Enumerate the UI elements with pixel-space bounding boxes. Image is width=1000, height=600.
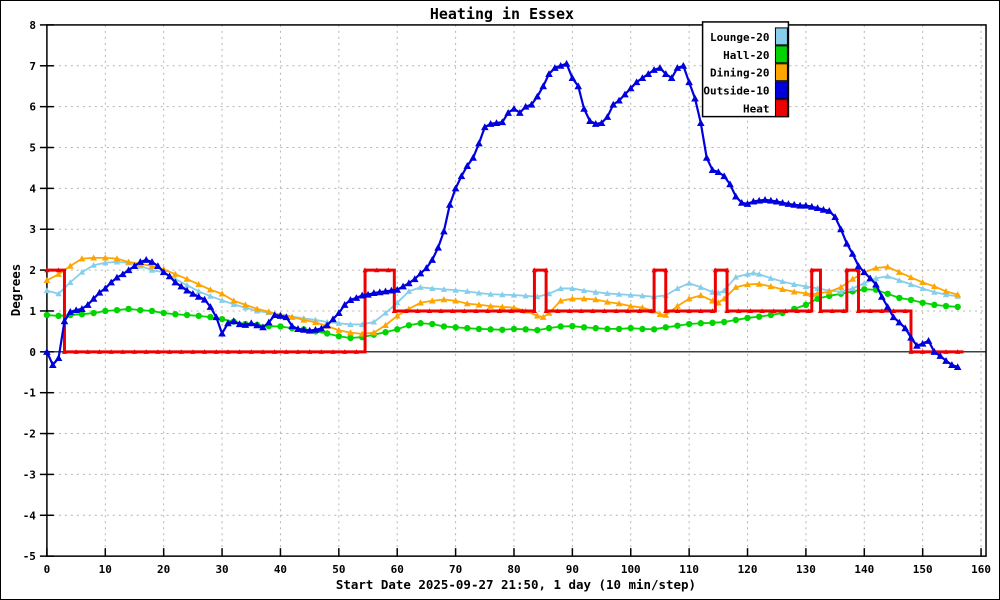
x-axis-label: Start Date 2025-09-27 21:50, 1 day (10 m… [336,577,696,592]
chart-title: Heating in Essex [430,5,574,23]
x-tick-label: 120 [738,563,758,576]
x-tick-label: 160 [971,563,991,576]
x-tick-label: 140 [854,563,874,576]
x-tick-label: 130 [796,563,816,576]
y-tick-label: 1 [29,305,36,318]
axes: 0 10 20 30 40 50 60 70 80 90 100 110 120 130 140 150 160… [23,19,991,576]
x-tick-label: 20 [157,563,170,576]
legend-swatch-lounge-20 [774,27,788,46]
legend-label-heat: Heat [743,103,769,116]
y-tick-label: 7 [29,60,36,73]
y-tick-label: 0 [29,346,36,359]
x-tick-label: 50 [332,563,345,576]
y-tick-label: 4 [29,182,36,195]
x-tick-label: 30 [215,563,228,576]
y-tick-label: -2 [23,428,36,441]
y-tick-label: 5 [29,142,36,155]
gridlines [46,24,987,557]
x-tick-label: 10 [99,563,112,576]
x-tick-label: 150 [913,563,933,576]
x-tick-label: 60 [391,563,404,576]
x-tick-label: 70 [449,563,462,576]
x-tick-label: 90 [566,563,579,576]
legend: Lounge-20 Hall-20 Dining-20 Outside-10 Heat [701,21,790,118]
x-tick-label: 100 [621,563,641,576]
x-tick-label: 80 [507,563,520,576]
y-tick-label: -3 [23,468,36,481]
y-tick-label: -5 [23,550,36,563]
plot-area: 0 10 20 30 40 50 60 70 80 90 100 110 120 130 140 150 160… [23,19,991,576]
legend-swatch-outside-10 [774,81,788,100]
legend-box [701,21,790,118]
y-tick-label: 3 [29,223,36,236]
legend-label-outside-10: Outside-10 [703,85,769,98]
legend-swatch-dining-20 [774,63,788,82]
y-tick-label: -1 [23,387,37,400]
legend-swatch-heat [774,99,788,118]
y-tick-label: 2 [29,264,36,277]
y-tick-label: 6 [29,101,36,114]
x-tick-label: 0 [44,563,51,576]
legend-swatch-hall-20 [774,45,788,64]
y-axis-label: Degrees [8,264,23,316]
legend-label-lounge-20: Lounge-20 [710,31,769,44]
x-tick-label: 40 [274,563,287,576]
series-outside-10 [43,59,962,370]
legend-label-dining-20: Dining-20 [710,67,769,80]
y-tick-label: -4 [23,509,37,522]
series-heat [44,267,964,354]
y-tick-label: 8 [29,19,36,32]
x-tick-label: 110 [679,563,699,576]
legend-label-hall-20: Hall-20 [723,49,769,62]
